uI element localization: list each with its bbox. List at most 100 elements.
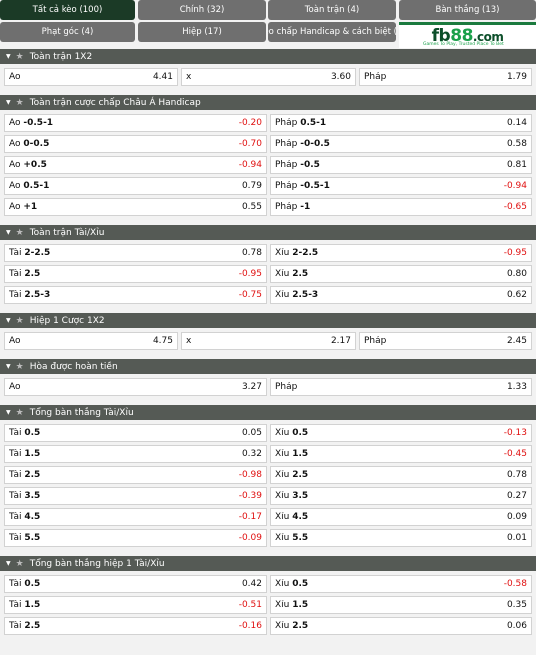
odds-cell[interactable]: Tài 2.5-3 -0.75 — [4, 285, 267, 304]
odds-row: Tài 1.5 0.32 Xỉu 1.5 -0.45 — [0, 443, 536, 464]
odds-value: 2.17 — [330, 335, 351, 346]
selection-label: Xỉu 3.5 — [275, 491, 308, 501]
odds-value: 4.41 — [152, 71, 173, 82]
fb88-logo[interactable]: fb88.com Games To Play, Trusted Place To… — [399, 22, 536, 48]
odds-cell[interactable]: Pháp 0.5-1 0.14 — [270, 113, 532, 132]
selection-name: Áo — [9, 71, 21, 82]
selection-label: Áo — [9, 382, 21, 392]
tab-corners[interactable]: Phạt góc (4) — [0, 22, 135, 42]
odds-cell[interactable]: Xỉu 1.5 0.35 — [270, 595, 532, 614]
selection-name: Xỉu — [275, 427, 290, 438]
tab-all[interactable]: Tất cả kèo (100) — [0, 0, 135, 20]
section-header[interactable]: ▼ ★ Toàn trận 1X2 — [0, 49, 536, 64]
odds-cell[interactable]: Xỉu 2.5 0.78 — [270, 465, 532, 484]
odds-cell[interactable]: Xỉu 3.5 0.27 — [270, 486, 532, 505]
odds-cell[interactable]: Xỉu 0.5 -0.58 — [270, 574, 532, 593]
odds-cell[interactable]: x 2.17 — [181, 331, 356, 350]
odds-value: 0.42 — [241, 578, 262, 589]
handicap-line: 2.5 — [24, 469, 41, 480]
odds-value: 0.78 — [241, 247, 262, 258]
tab-goals[interactable]: Bàn thắng (13) — [399, 0, 536, 20]
odds-cell[interactable]: Áo 4.41 — [4, 67, 178, 86]
tab-main[interactable]: Chính (32) — [138, 0, 266, 20]
selection-label: Áo +0.5 — [9, 160, 47, 170]
caret-down-icon[interactable]: ▼ — [6, 53, 11, 60]
star-icon[interactable]: ★ — [15, 315, 24, 326]
odds-cell[interactable]: Tài 2.5 -0.16 — [4, 616, 267, 635]
odds-cell[interactable]: Xỉu 4.5 0.09 — [270, 507, 532, 526]
selection-label: Pháp — [364, 336, 386, 346]
odds-cell[interactable]: Tài 2.5 -0.95 — [4, 264, 267, 283]
star-icon[interactable]: ★ — [15, 51, 24, 62]
odds-cell[interactable]: Tài 2.5 -0.98 — [4, 465, 267, 484]
odds-cell[interactable]: Pháp -0.5 0.81 — [270, 155, 532, 174]
selection-label: Xỉu 2.5 — [275, 621, 308, 631]
odds-cell[interactable]: Pháp 1.79 — [359, 67, 532, 86]
handicap-line: 4.5 — [292, 511, 309, 522]
caret-down-icon[interactable]: ▼ — [6, 229, 11, 236]
odds-value: 3.27 — [241, 381, 262, 392]
section-body: Tài 2-2.5 0.78 Xỉu 2-2.5 -0.95 Tài 2.5 -0.95 X… — [0, 240, 536, 312]
odds-cell[interactable]: Tài 4.5 -0.17 — [4, 507, 267, 526]
odds-cell[interactable]: Xỉu 0.5 -0.13 — [270, 423, 532, 442]
tab-half[interactable]: Hiệp (17) — [138, 22, 266, 42]
odds-cell[interactable]: Áo +1 0.55 — [4, 197, 267, 216]
odds-cell[interactable]: Tài 1.5 0.32 — [4, 444, 267, 463]
caret-down-icon[interactable]: ▼ — [6, 317, 11, 324]
odds-cell[interactable]: Pháp -0.5-1 -0.94 — [270, 176, 532, 195]
star-icon[interactable]: ★ — [15, 97, 24, 108]
odds-value: 1.33 — [506, 381, 527, 392]
odds-cell[interactable]: Tài 5.5 -0.09 — [4, 528, 267, 547]
odds-cell[interactable]: Pháp 2.45 — [359, 331, 532, 350]
selection-name: x — [186, 71, 192, 82]
odds-cell[interactable]: Xỉu 5.5 0.01 — [270, 528, 532, 547]
odds-cell[interactable]: Áo -0.5-1 -0.20 — [4, 113, 267, 132]
section-header[interactable]: ▼ ★ Hòa được hoàn tiền — [0, 359, 536, 374]
section-title: Toàn trận cược chấp Châu Á Handicap — [29, 97, 201, 108]
odds-cell[interactable]: Áo 0.5-1 0.79 — [4, 176, 267, 195]
selection-name: Áo — [9, 381, 21, 392]
odds-cell[interactable]: Tài 0.5 0.05 — [4, 423, 267, 442]
odds-cell[interactable]: Pháp 1.33 — [270, 377, 532, 396]
caret-down-icon[interactable]: ▼ — [6, 409, 11, 416]
odds-cell[interactable]: Xỉu 2.5-3 0.62 — [270, 285, 532, 304]
odds-cell[interactable]: Pháp -1 -0.65 — [270, 197, 532, 216]
caret-down-icon[interactable]: ▼ — [6, 99, 11, 106]
selection-label: Xỉu 2.5 — [275, 269, 308, 279]
selection-name: Xỉu — [275, 289, 290, 300]
odds-cell[interactable]: x 3.60 — [181, 67, 356, 86]
selection-label: Pháp -0.5 — [275, 160, 320, 170]
tab-full-time[interactable]: Toàn trận (4) — [268, 0, 396, 20]
star-icon[interactable]: ★ — [15, 558, 24, 569]
section-header[interactable]: ▼ ★ Hiệp 1 Cược 1X2 — [0, 313, 536, 328]
odds-cell[interactable]: Áo 4.75 — [4, 331, 178, 350]
odds-cell[interactable]: Tài 2-2.5 0.78 — [4, 243, 267, 262]
odds-cell[interactable]: Áo +0.5 -0.94 — [4, 155, 267, 174]
star-icon[interactable]: ★ — [15, 361, 24, 372]
odds-cell[interactable]: Áo 3.27 — [4, 377, 267, 396]
star-icon[interactable]: ★ — [15, 227, 24, 238]
odds-cell[interactable]: Tài 0.5 0.42 — [4, 574, 267, 593]
odds-cell[interactable]: Xỉu 2.5 0.80 — [270, 264, 532, 283]
odds-row: Tài 2-2.5 0.78 Xỉu 2-2.5 -0.95 — [0, 242, 536, 263]
odds-cell[interactable]: Tài 3.5 -0.39 — [4, 486, 267, 505]
market-section-hiep-1-cuoc-1x2: ▼ ★ Hiệp 1 Cược 1X2 Áo 4.75 x 2.17 Pháp 2.45 — [0, 313, 536, 358]
caret-down-icon[interactable]: ▼ — [6, 560, 11, 567]
odds-cell[interactable]: Áo 0-0.5 -0.70 — [4, 134, 267, 153]
odds-cell[interactable]: Tài 1.5 -0.51 — [4, 595, 267, 614]
selection-name: Tài — [9, 469, 22, 480]
odds-cell[interactable]: Xỉu 1.5 -0.45 — [270, 444, 532, 463]
section-header[interactable]: ▼ ★ Tổng bàn thắng hiệp 1 Tài/Xỉu — [0, 556, 536, 571]
odds-cell[interactable]: Xỉu 2-2.5 -0.95 — [270, 243, 532, 262]
odds-value: -0.65 — [503, 201, 527, 212]
section-header[interactable]: ▼ ★ Toàn trận cược chấp Châu Á Handicap — [0, 95, 536, 110]
odds-cell[interactable]: Pháp -0-0.5 0.58 — [270, 134, 532, 153]
odds-cell[interactable]: Xỉu 2.5 0.06 — [270, 616, 532, 635]
odds-value: -0.94 — [503, 180, 527, 191]
star-icon[interactable]: ★ — [15, 407, 24, 418]
section-header[interactable]: ▼ ★ Tổng bàn thắng Tài/Xỉu — [0, 405, 536, 420]
section-header[interactable]: ▼ ★ Toàn trận Tài/Xỉu — [0, 225, 536, 240]
selection-label: x — [186, 336, 191, 346]
caret-down-icon[interactable]: ▼ — [6, 363, 11, 370]
tab-handicap[interactable]: Kèo chấp Handicap & cách biệt (5) — [268, 22, 396, 42]
